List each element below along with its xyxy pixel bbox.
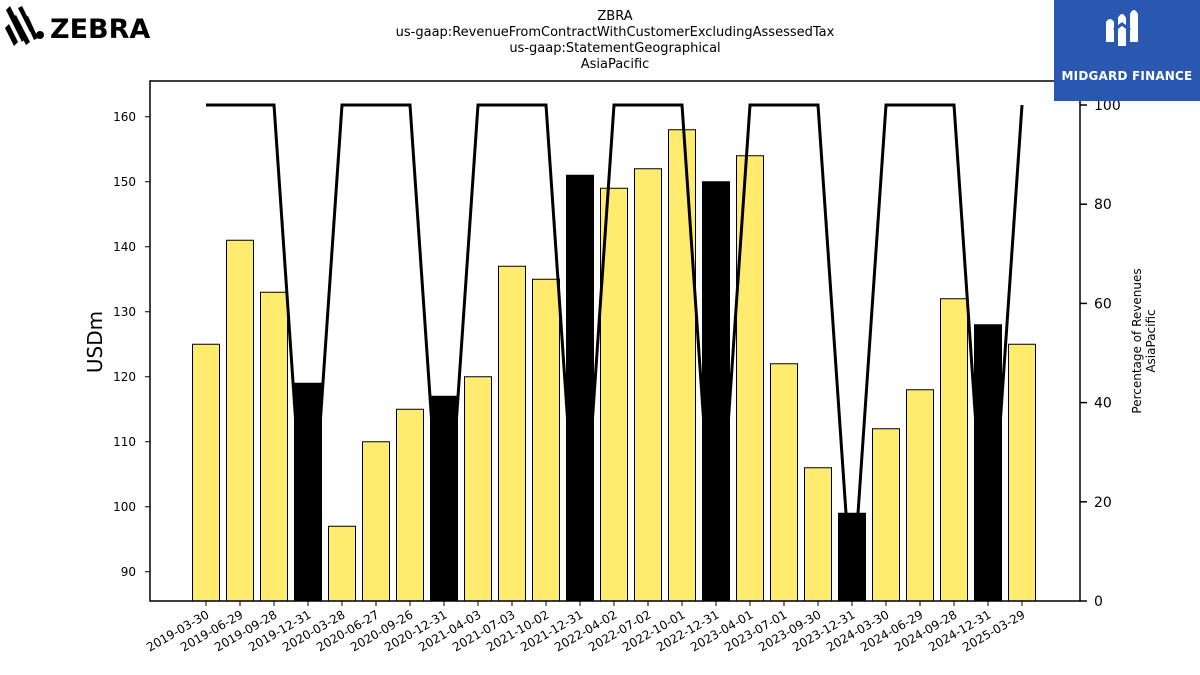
zebra-logo-text: ZEBRA — [50, 14, 150, 45]
y-tick-label: 90 — [121, 565, 136, 579]
y-axis-left: 90 100 110 120 130 140 150 160 — [113, 110, 150, 579]
bar — [940, 298, 968, 602]
bar — [668, 129, 696, 602]
y-tick-label: 130 — [113, 305, 136, 319]
midgard-finance-logo: MIDGARD FINANCE — [1054, 0, 1200, 101]
y2-tick-label: 80 — [1094, 197, 1112, 213]
bar — [872, 428, 900, 602]
y2-tick-label: 40 — [1094, 396, 1112, 412]
y-tick-label: 140 — [113, 240, 136, 254]
y2-tick-label: 20 — [1094, 495, 1112, 511]
y-tick-label: 100 — [113, 500, 136, 514]
percentage-line — [206, 103, 1024, 602]
y-tick-label: 160 — [113, 110, 136, 124]
title-line-3: us-gaap:StatementGeographical — [509, 41, 720, 56]
y2-tick-label: 0 — [1094, 594, 1103, 610]
bar — [464, 376, 492, 602]
bar-series — [192, 129, 1036, 602]
bar — [396, 408, 424, 602]
x-axis: 2019-03-302019-06-292019-09-282019-12-31… — [144, 601, 1028, 654]
bar — [328, 525, 356, 602]
y-axis-right: 0 20 40 60 80 100 — [1080, 98, 1121, 610]
midgard-mark-icon — [1106, 10, 1138, 46]
bar — [634, 168, 662, 602]
bar — [294, 382, 322, 602]
y2-tick-label: 60 — [1094, 296, 1112, 312]
zebra-logo: ZEBRA — [4, 4, 154, 52]
y2-tick-label: 100 — [1094, 98, 1121, 114]
bar — [362, 441, 390, 602]
y-axis-label: USDm — [83, 311, 107, 373]
bar — [532, 278, 560, 602]
bar — [226, 239, 254, 602]
bar — [566, 174, 594, 602]
y2-axis-label: Percentage of Revenues AsiaPacific — [1130, 268, 1158, 413]
y-tick-label: 110 — [113, 435, 136, 449]
bar — [770, 363, 798, 602]
bar — [1008, 343, 1036, 602]
title-line-1: ZBRA — [597, 9, 632, 24]
bar — [498, 265, 526, 602]
y-tick-label: 150 — [113, 175, 136, 189]
title-line-2: us-gaap:RevenueFromContractWithCustomerE… — [396, 25, 835, 40]
chart-title: ZBRA us-gaap:RevenueFromContractWithCust… — [396, 9, 835, 72]
bar — [702, 181, 730, 602]
y-tick-label: 120 — [113, 370, 136, 384]
title-line-4: AsiaPacific — [581, 57, 650, 72]
bar — [260, 291, 288, 602]
bar — [430, 395, 458, 602]
midgard-finance-text: MIDGARD FINANCE — [1061, 69, 1193, 83]
bar — [906, 389, 934, 602]
bar — [804, 467, 832, 602]
zebra-mark-icon — [5, 6, 44, 46]
y2-axis-label-line-2: AsiaPacific — [1144, 309, 1158, 372]
bar — [192, 343, 220, 602]
plot-frame — [149, 80, 1081, 602]
y2-axis-label-line-1: Percentage of Revenues — [1130, 268, 1144, 413]
